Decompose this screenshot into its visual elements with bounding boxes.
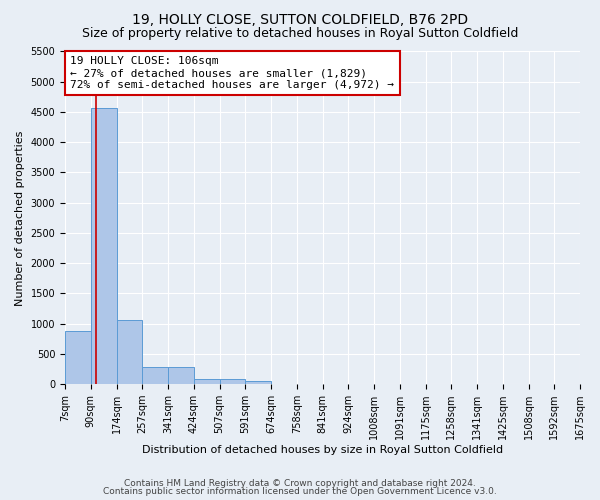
Bar: [194, 379, 220, 384]
Y-axis label: Number of detached properties: Number of detached properties: [15, 130, 25, 306]
Bar: [245, 381, 271, 384]
Bar: [65, 331, 91, 384]
Text: 19, HOLLY CLOSE, SUTTON COLDFIELD, B76 2PD: 19, HOLLY CLOSE, SUTTON COLDFIELD, B76 2…: [132, 12, 468, 26]
Bar: [168, 366, 194, 384]
Bar: [220, 379, 245, 384]
Bar: [116, 320, 142, 384]
Text: 19 HOLLY CLOSE: 106sqm
← 27% of detached houses are smaller (1,829)
72% of semi-: 19 HOLLY CLOSE: 106sqm ← 27% of detached…: [70, 56, 394, 90]
Text: Contains public sector information licensed under the Open Government Licence v3: Contains public sector information licen…: [103, 487, 497, 496]
Text: Contains HM Land Registry data © Crown copyright and database right 2024.: Contains HM Land Registry data © Crown c…: [124, 478, 476, 488]
Text: Size of property relative to detached houses in Royal Sutton Coldfield: Size of property relative to detached ho…: [82, 28, 518, 40]
Bar: [91, 108, 116, 384]
Bar: [142, 366, 168, 384]
X-axis label: Distribution of detached houses by size in Royal Sutton Coldfield: Distribution of detached houses by size …: [142, 445, 503, 455]
